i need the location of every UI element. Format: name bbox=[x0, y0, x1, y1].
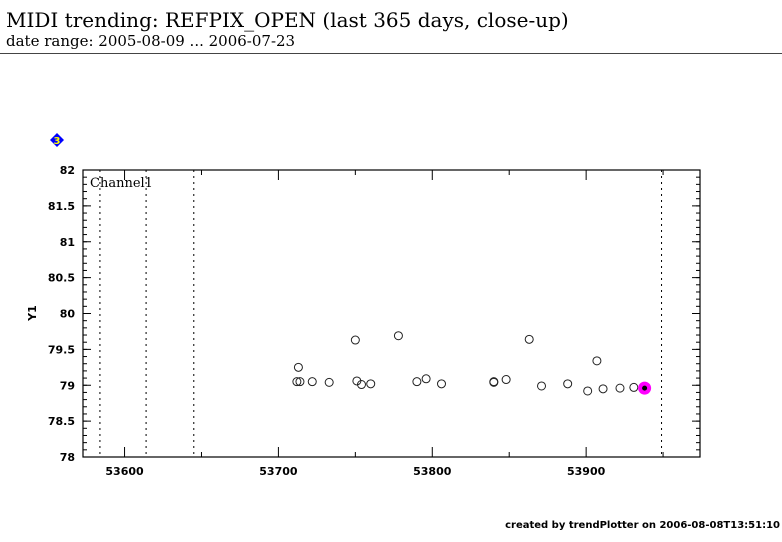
data-point bbox=[629, 382, 639, 392]
data-point bbox=[501, 375, 511, 385]
y-tick-label: 81.5 bbox=[48, 200, 75, 213]
x-tick-label: 53700 bbox=[259, 465, 298, 478]
y-tick-label: 79 bbox=[60, 379, 75, 392]
page-title: MIDI trending: REFPIX_OPEN (last 365 day… bbox=[6, 8, 569, 32]
data-point bbox=[537, 381, 547, 391]
data-point bbox=[292, 377, 302, 387]
divider bbox=[0, 53, 782, 54]
y-tick-label: 82 bbox=[60, 164, 75, 177]
x-tick-label: 53800 bbox=[413, 465, 452, 478]
y-tick-label: 79.5 bbox=[48, 343, 75, 356]
y-tick-label: 78.5 bbox=[48, 415, 75, 428]
data-point bbox=[615, 383, 625, 393]
data-point bbox=[293, 362, 303, 372]
plot-frame bbox=[82, 169, 701, 458]
panel-label: Channel1 bbox=[90, 176, 153, 191]
data-point bbox=[437, 379, 447, 389]
y-tick-label: 80 bbox=[60, 308, 76, 321]
data-point bbox=[307, 377, 317, 387]
y-tick-label: 81 bbox=[60, 236, 75, 249]
data-point bbox=[598, 384, 608, 394]
data-point bbox=[412, 377, 422, 387]
data-point bbox=[324, 377, 334, 387]
data-point bbox=[592, 356, 602, 366]
y-axis-label: Y1 bbox=[26, 305, 39, 322]
data-point bbox=[350, 335, 360, 345]
data-point bbox=[489, 377, 499, 387]
date-range: date range: 2005-08-09 ... 2006-07-23 bbox=[6, 32, 296, 50]
footer-credit: created by trendPlotter on 2006-08-08T13… bbox=[505, 520, 780, 531]
blue-diamond-icon bbox=[50, 133, 64, 147]
data-point bbox=[393, 331, 403, 341]
data-point bbox=[524, 334, 534, 344]
y-tick-label: 78 bbox=[60, 451, 75, 464]
data-point bbox=[563, 379, 573, 389]
badge-3[interactable]: 3 bbox=[50, 133, 64, 147]
x-tick-label: 53600 bbox=[105, 465, 144, 478]
highlighted-point-center bbox=[642, 385, 648, 391]
data-point bbox=[295, 377, 305, 387]
data-point bbox=[356, 380, 366, 390]
x-tick-label: 53900 bbox=[567, 465, 606, 478]
data-point bbox=[366, 379, 376, 389]
y-tick-label: 80.5 bbox=[48, 272, 75, 285]
data-point bbox=[583, 386, 593, 396]
badge-label: 3 bbox=[54, 136, 61, 147]
data-point bbox=[421, 374, 431, 384]
